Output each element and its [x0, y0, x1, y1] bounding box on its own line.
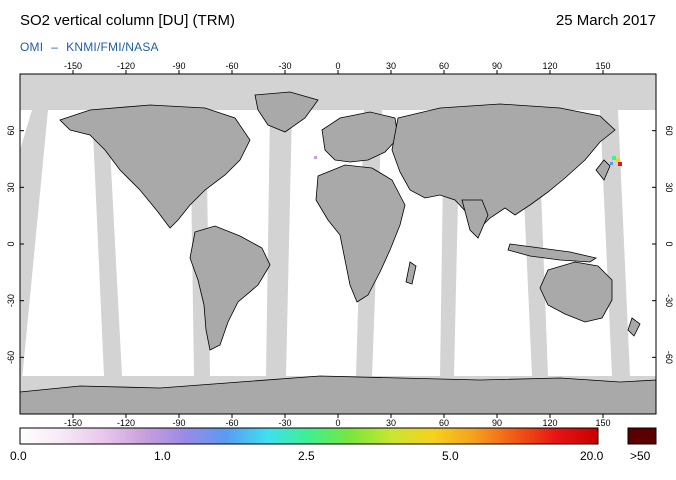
india — [461, 199, 489, 239]
madagascar — [405, 261, 417, 285]
colorbar-label-1: 1.0 — [154, 449, 171, 463]
so2-pixel — [616, 158, 620, 162]
lon-tick-label-bottom: 120 — [542, 418, 557, 428]
credit-agencies: KNMI/FMI/NASA — [66, 40, 159, 54]
credit-separator: – — [51, 40, 59, 54]
lat-tick-label-right: 0 — [664, 241, 674, 246]
lat-tick-label-left: -30 — [6, 294, 16, 307]
lon-tick-label-top: 150 — [595, 61, 610, 71]
colorbar-overflow-label: >50 — [630, 449, 651, 463]
south-america — [189, 225, 271, 351]
lon-ticks-bottom: -150 -120 -90 -60 -30 0 30 60 90 120 150 — [64, 414, 611, 428]
map-title: SO2 vertical column [DU] (TRM) — [20, 12, 236, 29]
greenland — [254, 91, 319, 133]
lon-tick-label-top: -150 — [64, 61, 82, 71]
lon-tick-label-bottom: 60 — [439, 418, 449, 428]
orbit-gap — [266, 110, 292, 376]
lat-tick-label-left: 0 — [6, 241, 16, 246]
lon-tick-label-bottom: -120 — [117, 418, 135, 428]
new-zealand — [627, 317, 641, 337]
lon-tick-label-top: -120 — [117, 61, 135, 71]
lon-tick-label-top: 60 — [439, 61, 449, 71]
lat-ticks-left: 60 30 0 -30 -60 — [6, 126, 24, 364]
lat-tick-label-right: -60 — [664, 351, 674, 364]
lon-tick-label-top: 0 — [335, 61, 340, 71]
so2-pixel — [314, 156, 317, 159]
north-america — [59, 104, 251, 229]
so2-pixel — [618, 162, 622, 166]
north-pole-gap — [20, 74, 656, 110]
europe — [321, 111, 399, 163]
lon-tick-label-bottom: -150 — [64, 418, 82, 428]
antarctica — [20, 375, 656, 414]
lat-tick-label-right: 30 — [664, 182, 674, 192]
lon-tick-label-top: -60 — [225, 61, 238, 71]
lat-tick-label-left: 60 — [6, 126, 16, 136]
colorbar-label-2: 2.5 — [298, 449, 315, 463]
credit-instrument: OMI — [20, 40, 44, 54]
colorbar-overflow — [627, 427, 657, 445]
map-content — [20, 74, 656, 414]
lat-tick-label-right: -30 — [664, 294, 674, 307]
so2-signal — [314, 156, 622, 166]
lon-tick-label-bottom: 30 — [386, 418, 396, 428]
lon-tick-label-top: 30 — [386, 61, 396, 71]
lon-tick-label-bottom: 90 — [492, 418, 502, 428]
so2-pixel — [610, 162, 613, 165]
japan — [595, 159, 611, 181]
colorbar-label-0: 0.0 — [10, 449, 27, 463]
lon-tick-label-bottom: -30 — [278, 418, 291, 428]
asia — [391, 103, 616, 231]
colorbar-label-3: 5.0 — [442, 449, 459, 463]
orbit-gap — [600, 110, 630, 376]
lat-tick-label-left: -60 — [6, 351, 16, 364]
lon-ticks-top: -150 -120 -90 -60 -30 0 30 60 90 120 150 — [64, 61, 611, 74]
africa — [315, 164, 406, 303]
lat-tick-label-left: 30 — [6, 182, 16, 192]
lon-tick-label-top: -30 — [278, 61, 291, 71]
indonesia — [507, 243, 597, 263]
orbit-gap — [20, 110, 48, 380]
lon-tick-label-bottom: 0 — [335, 418, 340, 428]
lon-tick-label-top: 120 — [542, 61, 557, 71]
colorbar-label-4: 20.0 — [580, 449, 604, 463]
lon-tick-label-bottom: -60 — [225, 418, 238, 428]
lat-tick-label-right: 60 — [664, 126, 674, 136]
so2-pixel — [612, 156, 616, 160]
lon-tick-label-bottom: -90 — [172, 418, 185, 428]
lon-tick-label-top: -90 — [172, 61, 185, 71]
lon-tick-label-bottom: 150 — [595, 418, 610, 428]
australia — [539, 261, 613, 323]
data-credit: OMI – KNMI/FMI/NASA — [20, 40, 159, 54]
map-date: 25 March 2017 — [555, 12, 656, 29]
lat-ticks-right: 60 30 0 -30 -60 — [652, 126, 674, 364]
orbit-gap — [92, 110, 122, 376]
land-masses — [20, 91, 656, 414]
colorbar — [19, 427, 599, 445]
lon-tick-label-top: 90 — [492, 61, 502, 71]
